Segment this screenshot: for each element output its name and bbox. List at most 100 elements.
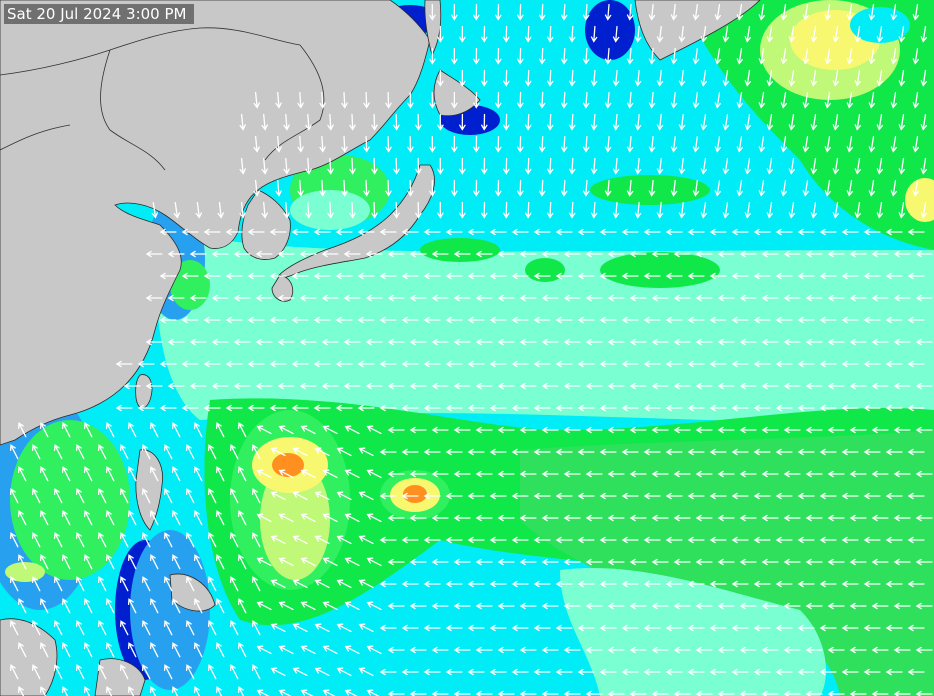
wind-arrow-icon <box>119 664 129 680</box>
wind-arrow-icon <box>366 513 382 523</box>
wind-arrow-icon <box>907 492 925 500</box>
wind-arrow-icon <box>607 558 625 566</box>
wind-arrow-icon <box>783 602 801 610</box>
wind-arrow-icon <box>105 422 115 438</box>
wind-arrow-icon <box>824 91 832 109</box>
wind-arrow-icon <box>819 624 837 632</box>
wind-arrow-icon <box>387 470 405 478</box>
border-1 <box>0 27 301 76</box>
wind-arrow-icon <box>678 25 686 43</box>
wind-arrow-icon <box>344 425 360 435</box>
wind-arrow-icon <box>237 686 245 696</box>
wind-arrow-icon <box>744 25 752 43</box>
wind-arrow-icon <box>599 580 617 588</box>
wind-arrow-icon <box>225 228 243 236</box>
wind-arrow-icon <box>451 3 458 21</box>
wind-arrow-icon <box>788 201 796 219</box>
wind-arrow-icon <box>519 602 537 610</box>
wind-arrow-icon <box>577 228 595 236</box>
wind-arrow-icon <box>846 91 854 109</box>
yellow-patch-west <box>5 562 45 582</box>
wind-arrow-icon <box>495 3 502 21</box>
wind-arrow-icon <box>744 69 752 87</box>
wind-arrow-icon <box>651 382 669 390</box>
wind-arrow-icon <box>585 558 603 566</box>
wind-arrow-icon <box>292 667 308 677</box>
wind-arrow-icon <box>39 686 47 696</box>
wind-arrow-icon <box>607 382 625 390</box>
wind-arrow-icon <box>519 514 537 522</box>
wind-arrow-icon <box>270 491 286 501</box>
wind-arrow-icon <box>358 623 374 633</box>
wind-arrow-icon <box>885 360 903 368</box>
wind-arrow-icon <box>321 250 339 258</box>
wind-arrow-icon <box>445 668 463 676</box>
wind-arrow-icon <box>497 426 515 434</box>
wind-arrow-icon <box>656 157 664 175</box>
wind-arrow-icon <box>607 646 625 654</box>
wind-arrow-icon <box>717 426 735 434</box>
wind-arrow-icon <box>336 535 352 545</box>
wind-arrow-icon <box>459 25 466 43</box>
wind-arrow-icon <box>344 513 360 523</box>
storm-east-orange <box>403 485 427 503</box>
wind-arrow-icon <box>473 91 480 109</box>
wind-arrow-icon <box>893 470 911 478</box>
wind-arrow-icon <box>189 294 207 302</box>
wind-arrow-icon <box>673 602 691 610</box>
wind-arrow-icon <box>497 646 515 654</box>
wind-arrow-icon <box>185 532 195 548</box>
wind-arrow-icon <box>722 25 730 43</box>
wind-arrow-icon <box>915 338 933 346</box>
wind-arrow-icon <box>475 470 493 478</box>
wind-arrow-icon <box>516 135 524 153</box>
wind-arrow-icon <box>278 513 294 523</box>
wind-arrow-icon <box>717 250 735 258</box>
wind-arrow-icon <box>275 135 282 153</box>
wind-arrow-icon <box>335 360 353 368</box>
wind-arrow-icon <box>167 294 185 302</box>
wind-arrow-icon <box>629 250 647 258</box>
wind-arrow-icon <box>761 294 779 302</box>
wind-arrow-icon <box>885 448 903 456</box>
wind-arrow-icon <box>53 576 63 592</box>
wind-arrow-icon <box>893 558 911 566</box>
wind-arrow-icon <box>819 316 837 324</box>
wind-arrow-icon <box>824 179 832 197</box>
wind-arrow-icon <box>344 645 360 655</box>
wind-arrow-icon <box>467 404 485 412</box>
wind-arrow-icon <box>53 488 63 504</box>
wind-arrow-icon <box>577 580 595 588</box>
wind-arrow-icon <box>560 3 568 21</box>
wind-arrow-icon <box>365 382 383 390</box>
storm-west-orange <box>272 453 304 477</box>
wind-arrow-icon <box>538 179 546 197</box>
wind-arrow-icon <box>607 426 625 434</box>
wind-arrow-icon <box>695 382 713 390</box>
wind-arrow-icon <box>61 422 71 438</box>
wind-arrow-icon <box>475 558 493 566</box>
wind-arrow-icon <box>626 179 634 197</box>
wind-arrow-icon <box>533 360 551 368</box>
wind-arrow-icon <box>211 338 229 346</box>
wind-arrow-icon <box>261 157 268 175</box>
wind-arrow-icon <box>314 535 330 545</box>
wind-arrow-icon <box>256 601 272 611</box>
wind-arrow-icon <box>39 466 49 482</box>
wind-arrow-icon <box>225 360 243 368</box>
wind-arrow-icon <box>563 250 581 258</box>
wind-arrow-field <box>9 3 933 696</box>
wind-arrow-icon <box>467 448 485 456</box>
wind-arrow-icon <box>516 3 524 21</box>
wind-arrow-icon <box>516 91 524 109</box>
wind-arrow-icon <box>344 469 360 479</box>
wind-arrow-icon <box>849 382 867 390</box>
wind-arrow-icon <box>555 404 573 412</box>
wind-arrow-icon <box>920 113 928 131</box>
wind-arrow-icon <box>519 382 537 390</box>
wind-arrow-icon <box>516 179 524 197</box>
wind-arrow-icon <box>255 250 273 258</box>
wind-arrow-icon <box>761 514 779 522</box>
wind-arrow-icon <box>167 338 185 346</box>
wind-arrow-icon <box>409 294 427 302</box>
